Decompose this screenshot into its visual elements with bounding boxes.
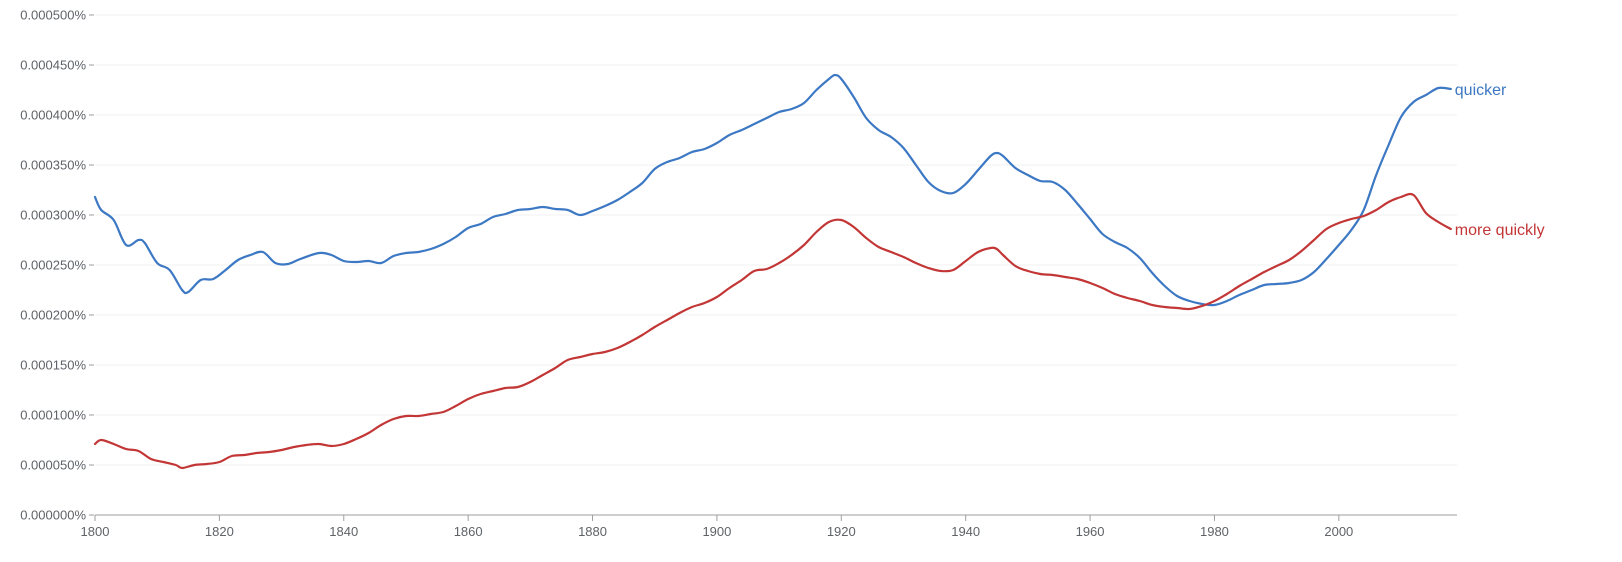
x-tick-label: 1920: [827, 524, 856, 539]
y-tick-label: 0.000200%: [20, 308, 86, 323]
x-tick-label: 1980: [1200, 524, 1229, 539]
y-tick-label: 0.000400%: [20, 108, 86, 123]
series-labels: quicker more quickly: [1455, 82, 1545, 239]
y-tick-label: 0.000150%: [20, 358, 86, 373]
grid-lines: [95, 14, 1457, 466]
y-tick-label: 0.000500%: [20, 8, 86, 23]
series-lines: [93, 73, 1452, 470]
x-tick-label: 1860: [454, 524, 483, 539]
x-tick-label: 1880: [578, 524, 607, 539]
y-tick-label: 0.000000%: [20, 508, 86, 523]
y-tick-label: 0.000250%: [20, 258, 86, 273]
y-tick-label: 0.000350%: [20, 158, 86, 173]
y-tick-label: 0.000050%: [20, 458, 86, 473]
x-tick-label: 1820: [205, 524, 234, 539]
x-tick-label: 1960: [1076, 524, 1105, 539]
series-label-quicker: quicker: [1455, 82, 1507, 99]
y-tick-label: 0.000300%: [20, 208, 86, 223]
x-tick-label: 1940: [951, 524, 980, 539]
series-label-more-quickly: more quickly: [1455, 222, 1545, 239]
y-tick-label: 0.000100%: [20, 408, 86, 423]
series-line-quicker[interactable]: [93, 73, 1452, 307]
x-tick-label: 1800: [81, 524, 110, 539]
x-tick-label: 2000: [1324, 524, 1353, 539]
x-tick-label: 1840: [329, 524, 358, 539]
axes: 0.000000% 0.000050% 0.000100% 0.000150% 0.00…: [20, 8, 1457, 539]
x-tick-label: 1900: [702, 524, 731, 539]
series-line-more-quickly[interactable]: [93, 192, 1452, 470]
y-tick-label: 0.000450%: [20, 58, 86, 73]
